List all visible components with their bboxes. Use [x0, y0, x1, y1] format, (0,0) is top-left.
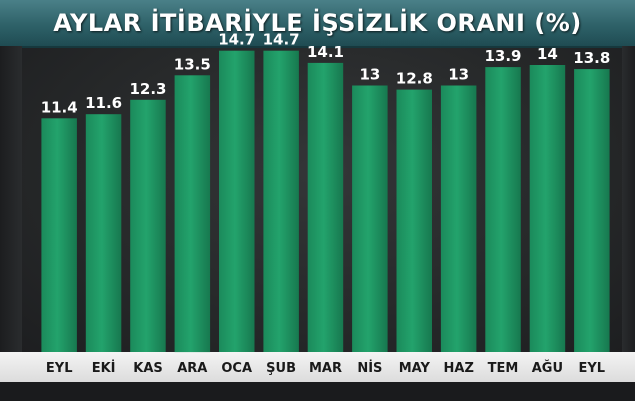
x-tick-label-4: ARA [177, 361, 207, 376]
bar-11 [485, 67, 521, 352]
left-edge [0, 46, 22, 401]
value-labels-group: 11.4 11.6 12.3 13.5 14.7 14.7 14.1 13 12.8 13 13.9… [41, 31, 611, 117]
right-edge [622, 46, 635, 401]
bar-6 [263, 50, 299, 352]
bottom-band [0, 382, 635, 401]
x-tick-labels-group: EYL EKİ KAS ARA OCA ŞUB MAR NİS MAY HAZ TEM AĞU EYL [46, 360, 605, 376]
bar-13 [574, 69, 610, 352]
title-bar: AYLAR İTİBARİYLE İŞSİZLİK ORANI (%) [0, 0, 635, 48]
value-label-9: 12.8 [396, 70, 433, 88]
value-label-13: 13.8 [573, 49, 610, 67]
value-label-5: 14.7 [218, 31, 255, 49]
value-label-6: 14.7 [263, 31, 300, 49]
value-label-3: 12.3 [129, 80, 166, 98]
value-label-11: 13.9 [484, 47, 521, 65]
value-label-8: 13 [359, 66, 380, 84]
bars-group [41, 50, 610, 353]
bar-10 [440, 85, 477, 352]
bar-5 [219, 50, 255, 352]
bar-7 [307, 62, 344, 353]
x-tick-label-12: AĞU [532, 360, 563, 376]
bar-3 [130, 99, 166, 352]
x-tick-label-11: TEM [488, 361, 519, 376]
bar-1 [41, 118, 77, 352]
chart-title: AYLAR İTİBARİYLE İŞSİZLİK ORANI (%) [53, 9, 582, 37]
x-tick-label-2: EKİ [92, 360, 116, 376]
bar-9 [396, 89, 432, 352]
x-tick-label-7: MAR [309, 361, 342, 376]
bar-12 [529, 65, 566, 352]
x-tick-label-13: EYL [579, 361, 606, 376]
x-axis-strip [0, 352, 635, 382]
x-tick-label-3: KAS [133, 361, 163, 376]
value-label-1: 11.4 [41, 98, 78, 116]
x-tick-label-8: NİS [357, 360, 382, 376]
value-label-4: 13.5 [174, 55, 211, 73]
value-label-2: 11.6 [85, 94, 122, 112]
x-tick-label-5: OCA [221, 361, 252, 376]
bar-2 [85, 114, 122, 352]
value-label-7: 14.1 [307, 43, 344, 61]
x-tick-label-6: ŞUB [266, 361, 296, 376]
value-label-12: 14 [537, 45, 558, 63]
value-label-10: 13 [448, 66, 469, 84]
x-tick-label-1: EYL [46, 361, 73, 376]
bar-4 [174, 75, 211, 353]
x-tick-label-10: HAZ [444, 361, 474, 376]
x-tick-label-9: MAY [399, 361, 431, 376]
bar-8 [352, 85, 388, 352]
